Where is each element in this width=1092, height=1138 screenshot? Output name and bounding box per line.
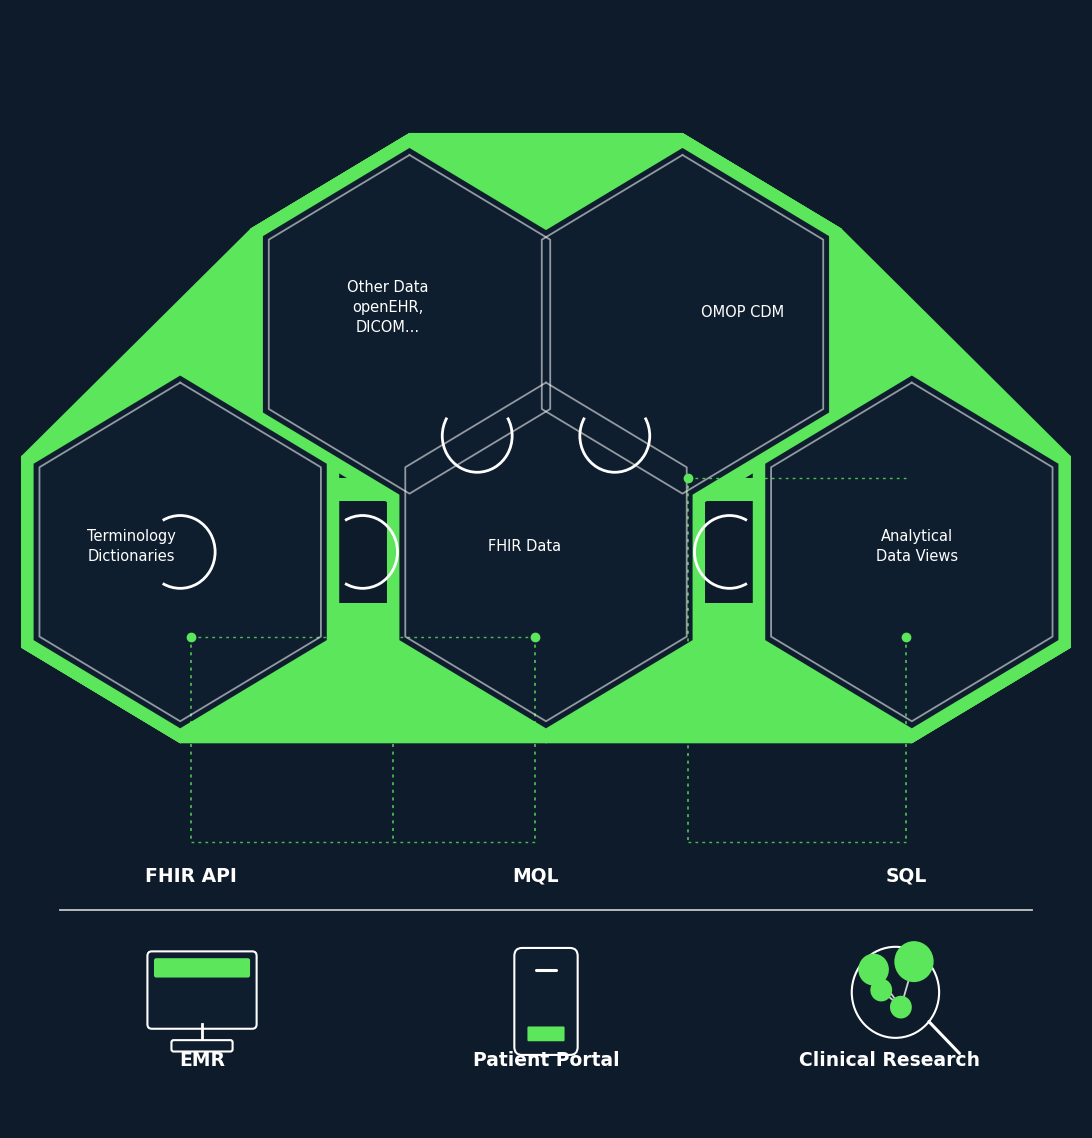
Polygon shape	[437, 262, 655, 387]
Polygon shape	[34, 376, 327, 728]
Text: FHIR API: FHIR API	[145, 867, 237, 885]
Text: Patient Portal: Patient Portal	[473, 1052, 619, 1070]
Polygon shape	[752, 361, 1071, 743]
Polygon shape	[21, 361, 340, 743]
Polygon shape	[263, 148, 556, 501]
FancyBboxPatch shape	[527, 1026, 565, 1041]
Text: Analytical
Data Views: Analytical Data Views	[876, 529, 959, 563]
FancyBboxPatch shape	[171, 1040, 233, 1052]
Text: Terminology
Dictionaries: Terminology Dictionaries	[86, 529, 176, 563]
Polygon shape	[601, 387, 786, 478]
Circle shape	[894, 941, 934, 982]
Text: FHIR Data: FHIR Data	[488, 538, 560, 554]
Polygon shape	[523, 133, 842, 516]
Polygon shape	[387, 361, 705, 743]
FancyBboxPatch shape	[147, 951, 257, 1029]
Polygon shape	[250, 133, 569, 516]
Polygon shape	[387, 361, 705, 743]
Text: MQL: MQL	[512, 867, 558, 885]
Polygon shape	[400, 376, 692, 728]
Polygon shape	[34, 376, 327, 728]
Polygon shape	[536, 148, 829, 501]
FancyBboxPatch shape	[154, 958, 250, 978]
Polygon shape	[536, 148, 829, 501]
Circle shape	[870, 979, 892, 1001]
Polygon shape	[284, 387, 491, 478]
Polygon shape	[633, 501, 819, 603]
FancyBboxPatch shape	[514, 948, 578, 1055]
Polygon shape	[523, 133, 842, 516]
Polygon shape	[387, 361, 705, 743]
Polygon shape	[765, 376, 1058, 728]
Polygon shape	[21, 133, 1071, 743]
Polygon shape	[263, 148, 556, 501]
Polygon shape	[400, 376, 692, 728]
Polygon shape	[523, 133, 842, 516]
Text: EMR: EMR	[179, 1052, 225, 1070]
Polygon shape	[752, 361, 1071, 743]
Text: SQL: SQL	[886, 867, 927, 885]
Circle shape	[858, 954, 889, 986]
Polygon shape	[250, 133, 569, 516]
Polygon shape	[765, 376, 1058, 728]
Polygon shape	[273, 501, 459, 603]
Text: Clinical Research: Clinical Research	[799, 1052, 981, 1070]
Polygon shape	[21, 361, 340, 743]
Polygon shape	[752, 361, 1071, 743]
Polygon shape	[21, 361, 340, 743]
Text: OMOP CDM: OMOP CDM	[701, 305, 784, 321]
Text: Other Data
openEHR,
DICOM...: Other Data openEHR, DICOM...	[347, 280, 428, 335]
Circle shape	[890, 996, 912, 1019]
Polygon shape	[250, 133, 569, 516]
